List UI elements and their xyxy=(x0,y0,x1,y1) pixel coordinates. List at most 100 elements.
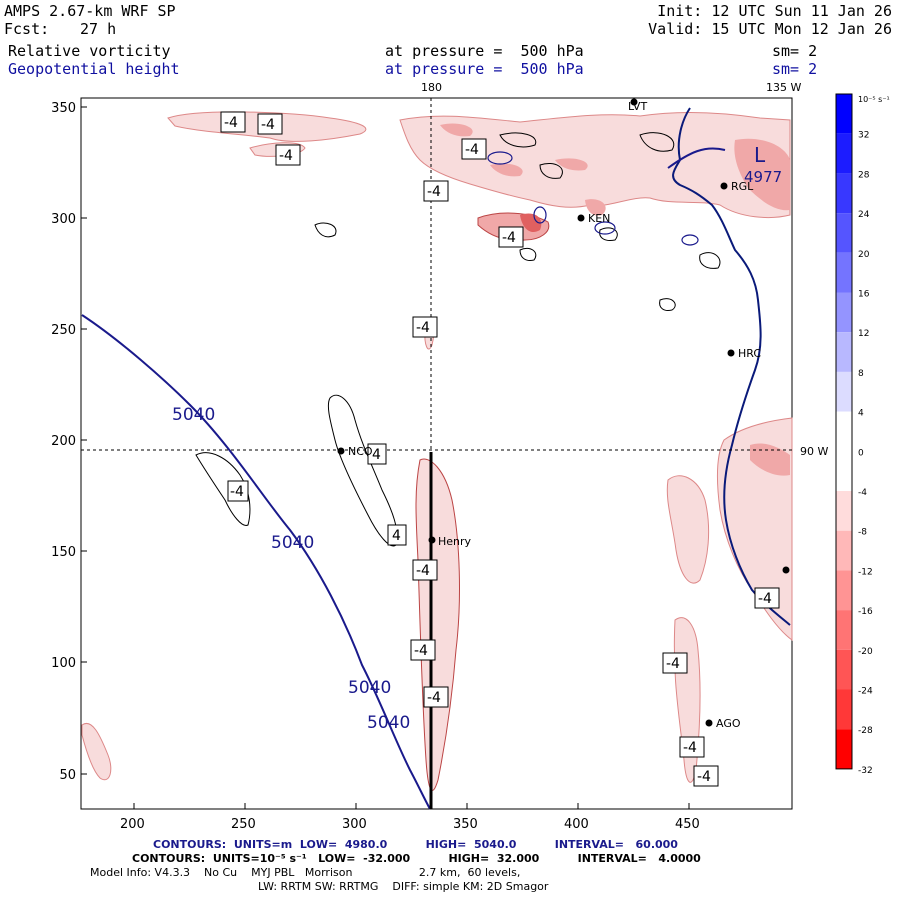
colorbar-swatch xyxy=(836,451,852,491)
svg-text:AGO: AGO xyxy=(716,717,741,730)
colorbar-label: -8 xyxy=(858,528,867,538)
colorbar-label: 12 xyxy=(858,329,869,339)
vort-label: -4 xyxy=(697,769,711,785)
colorbar-swatch xyxy=(836,213,852,253)
vort-label: -4 xyxy=(279,148,293,164)
x-tick-label: 300 xyxy=(342,817,367,832)
x-tick-label: 400 xyxy=(564,817,589,832)
vort-label: -4 xyxy=(683,740,697,756)
colorbar-swatch xyxy=(836,649,852,690)
height-contours xyxy=(81,147,726,810)
vort-label: -4 xyxy=(758,591,772,607)
station-ago: AGO xyxy=(705,717,741,730)
height-label: 5040 xyxy=(367,713,410,733)
colorbar-label: 8 xyxy=(858,369,864,379)
y-tick-label: 50 xyxy=(59,768,76,783)
colorbar-label: -16 xyxy=(858,607,873,617)
field1-name: Relative vorticity xyxy=(8,42,171,60)
colorbar-label: 16 xyxy=(858,290,870,300)
field1-pressure: at pressure = 500 hPa xyxy=(385,42,584,60)
station-rgl: RGL xyxy=(720,180,754,193)
colorbar-swatch xyxy=(836,530,852,571)
y-tick-label: 350 xyxy=(51,101,76,116)
station-hrc: HRC xyxy=(727,347,761,360)
colorbar-label: -4 xyxy=(858,488,867,498)
colorbar-label: -12 xyxy=(858,567,873,577)
height-label: 5040 xyxy=(348,678,391,698)
y-tick-label: 300 xyxy=(51,212,76,227)
vort-label: -4 xyxy=(465,142,479,158)
vorticity-blue-contours xyxy=(487,151,699,246)
vort-label: -4 xyxy=(416,320,430,336)
meridian-90w-label: 90 W xyxy=(800,445,828,458)
colorbar-swatch xyxy=(836,94,852,134)
svg-text:LVT: LVT xyxy=(628,100,647,113)
y-tick-label: 200 xyxy=(51,434,76,449)
valid-time: Valid: 15 UTC Mon 12 Jan 26 xyxy=(648,20,892,38)
colorbar-label: 4 xyxy=(858,409,864,419)
colorbar-swatch xyxy=(836,371,852,412)
vorticity-contour-info: CONTOURS: UNITS=10⁻⁵ s⁻¹ LOW= -32.000 HI… xyxy=(132,852,701,865)
field1-smoothing: sm= 2 xyxy=(772,42,818,60)
forecast-hour: 27 h xyxy=(80,20,117,38)
station-lvt: LVT xyxy=(628,98,647,113)
colorbar-label: 28 xyxy=(858,170,870,180)
x-tick-label: 200 xyxy=(120,817,145,832)
colorbar-swatch xyxy=(836,332,852,372)
low-center-value: 4977 xyxy=(744,168,782,186)
vort-label: -4 xyxy=(427,690,441,706)
vort-label: -4 xyxy=(224,115,238,131)
colorbar-label: -20 xyxy=(858,647,873,657)
coastline xyxy=(672,107,791,626)
svg-text:Henry: Henry xyxy=(438,535,472,548)
svg-text:RGL: RGL xyxy=(731,180,754,193)
y-tick-label: 250 xyxy=(51,323,76,338)
vort-label: 4 xyxy=(372,447,381,463)
height-label: 5040 xyxy=(172,405,215,425)
svg-text:NCO: NCO xyxy=(348,445,373,458)
crosshair-lines xyxy=(81,98,792,451)
colorbar-swatch xyxy=(836,610,852,650)
low-center-label: L xyxy=(754,143,766,167)
y-tick-label: 150 xyxy=(51,545,76,560)
colorbar-unit: 10⁻⁵ s⁻¹ xyxy=(858,95,890,104)
vort-label: -4 xyxy=(230,484,244,500)
meridian-180-label: 180 xyxy=(421,81,442,94)
stations: NCO Henry HRC RGL KEN LVT AGO xyxy=(337,98,790,730)
meridian-135w-label: 135 W xyxy=(766,81,801,94)
colorbar-swatch xyxy=(836,491,852,531)
field2-smoothing: sm= 2 xyxy=(772,60,818,78)
y-axis xyxy=(81,106,87,775)
colorbar-label: 0 xyxy=(858,448,864,458)
colorbar-label: -24 xyxy=(858,687,873,697)
svg-text:KEN: KEN xyxy=(588,212,610,225)
station-ken: KEN xyxy=(577,212,610,225)
station-nco: NCO xyxy=(337,445,373,458)
vort-label: 4 xyxy=(392,528,401,544)
init-time: Init: 12 UTC Sun 11 Jan 26 xyxy=(657,2,892,20)
field2-pressure: at pressure = 500 hPa xyxy=(385,60,584,78)
vort-label: -4 xyxy=(502,230,516,246)
colorbar-label: 24 xyxy=(858,210,870,220)
vort-label: -4 xyxy=(414,643,428,659)
colorbar-label: -28 xyxy=(858,726,873,736)
colorbar-label: 20 xyxy=(858,250,870,260)
colorbar-swatch xyxy=(836,689,852,730)
x-tick-labels: 200 250 300 350 400 450 xyxy=(120,817,700,832)
colorbar: 32 28 24 20 16 12 8 4 0 -4 -8 -12 -16 -20 -24 -28 -32 10⁻… xyxy=(835,93,890,776)
model-info: Model Info: V4.3.3 No Cu MYJ PBL Morriso… xyxy=(90,866,521,879)
colorbar-swatch xyxy=(836,570,852,611)
colorbar-frame xyxy=(835,93,853,770)
field2-name: Geopotential height xyxy=(8,60,180,78)
physics-info: LW: RRTM SW: RRTMG DIFF: simple KM: 2D S… xyxy=(258,880,549,893)
y-tick-label: 100 xyxy=(51,656,76,671)
colorbar-swatch xyxy=(836,133,852,174)
height-label: 5040 xyxy=(271,533,314,553)
vort-label: -4 xyxy=(416,563,430,579)
colorbar-swatch xyxy=(836,729,852,769)
colorbar-label: -32 xyxy=(858,766,873,776)
colorbar-swatch xyxy=(836,252,852,293)
x-axis xyxy=(133,803,690,809)
colorbar-swatch xyxy=(836,292,852,333)
